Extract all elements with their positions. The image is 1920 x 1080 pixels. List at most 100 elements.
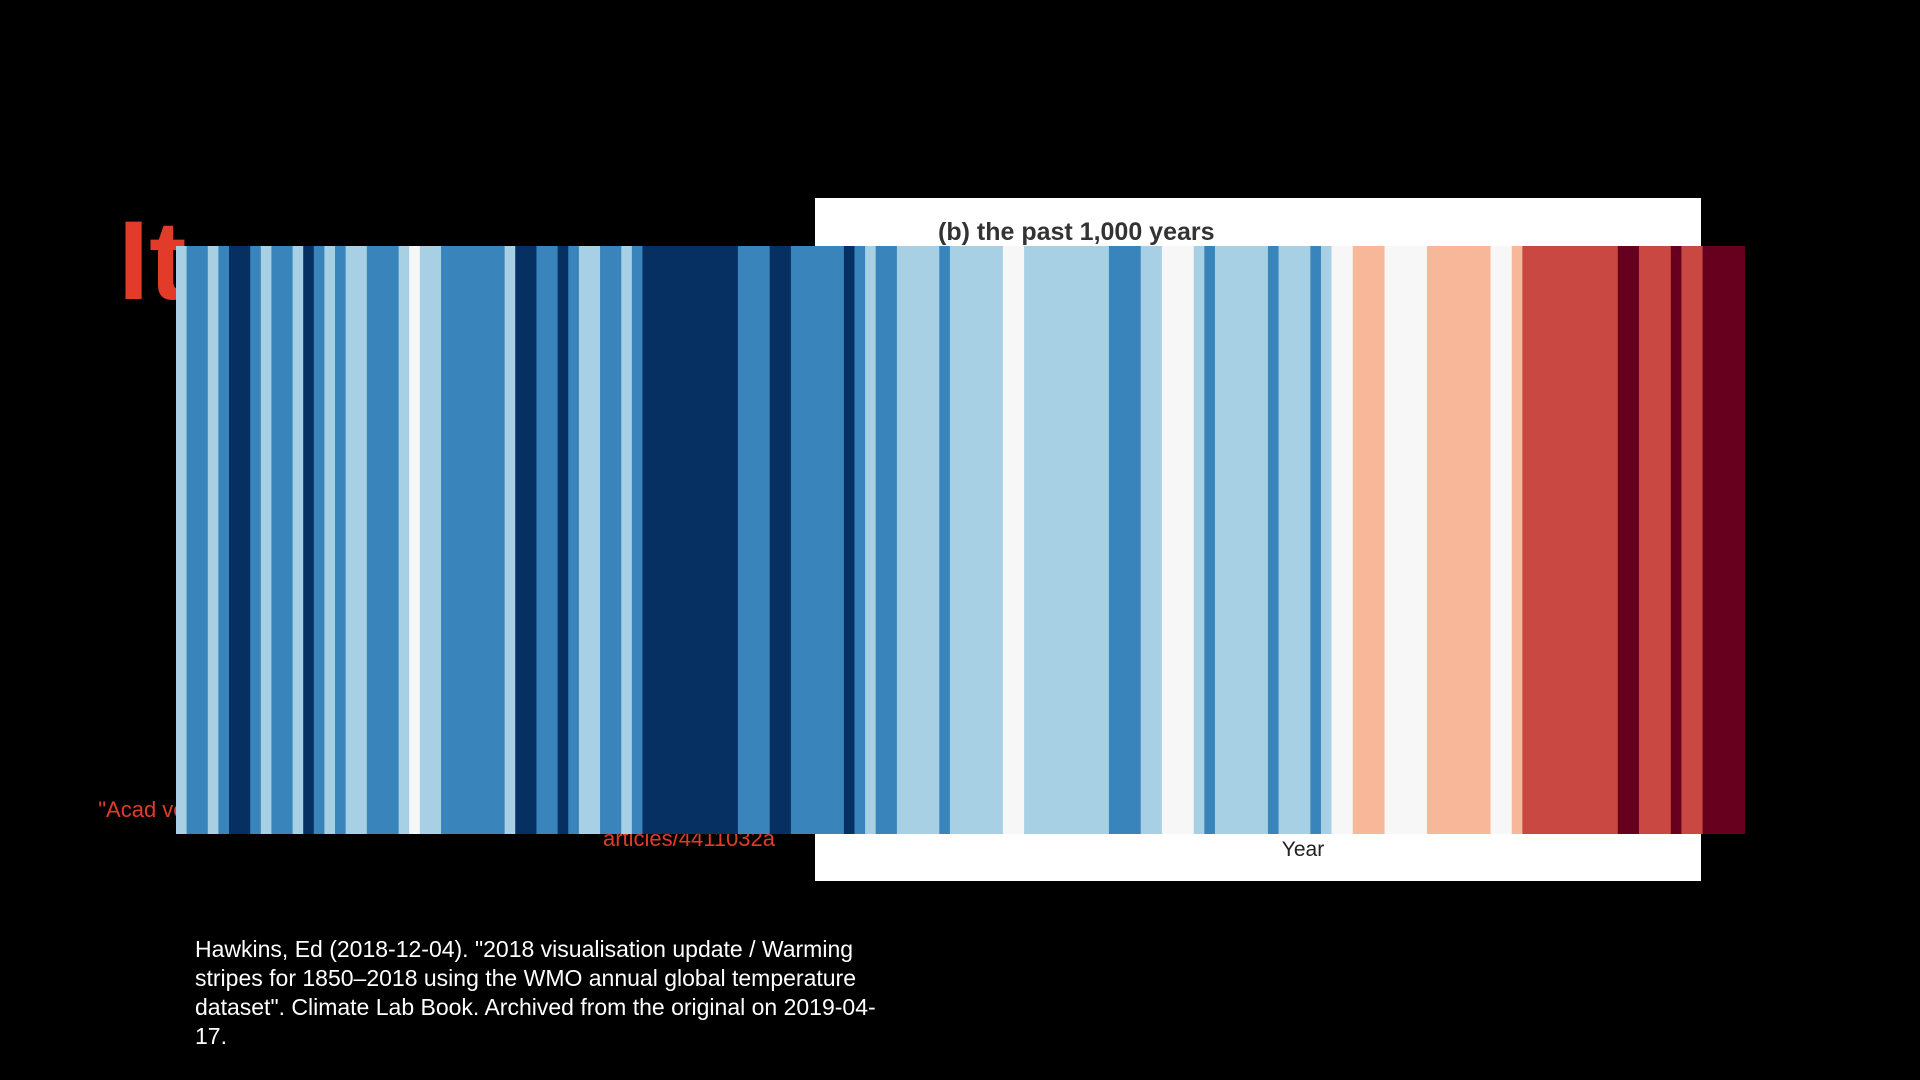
stripe [557,246,569,834]
stripe [1713,246,1725,834]
stripe [1532,246,1545,834]
stripe [430,246,442,834]
stripe [1373,246,1386,834]
stripe [812,246,824,834]
stripe [1723,246,1735,834]
stripe [1511,246,1523,834]
stripe [419,246,432,834]
slide-headline: It [118,198,187,323]
stripe [1596,246,1608,834]
stripe [1289,246,1301,834]
stripe [1119,246,1131,834]
chart-title: (b) the past 1,000 years [938,218,1215,246]
stripe [896,246,909,834]
stripe [525,246,538,834]
stripe [292,246,304,834]
stripe [1013,246,1025,834]
stripe [547,246,559,834]
stripe [1691,246,1704,834]
stripe [1214,246,1227,834]
stripe [1151,246,1163,834]
stripe [218,246,230,834]
stripe [1034,246,1046,834]
stripe [451,246,463,834]
stripe [1670,246,1682,834]
source-citation: Hawkins, Ed (2018-12-04). "2018 visualis… [195,936,876,1049]
stripe [1087,246,1099,834]
stripe [1257,246,1269,834]
stripe [600,246,612,834]
stripe [313,246,326,834]
stripe [1564,246,1576,834]
stripe [1543,246,1555,834]
stripe [727,246,739,834]
stripe [653,246,665,834]
stripe [918,246,930,834]
stripe [1002,246,1015,834]
stripe [1426,246,1439,834]
stripe [377,246,389,834]
stripe [1130,246,1142,834]
stripe [610,246,622,834]
stripe [1267,246,1280,834]
stripe [663,246,675,834]
stripe [472,246,485,834]
stripe [1448,246,1460,834]
stripe [271,246,283,834]
stripe [239,246,251,834]
stripe [1501,246,1513,834]
stripe [207,246,220,834]
stripe [992,246,1004,834]
stripe [1246,246,1258,834]
stripe [1649,246,1661,834]
stripe [366,246,379,834]
stripe [1395,246,1407,834]
stripe [822,246,834,834]
stripe [1161,246,1174,834]
stripe [1172,246,1184,834]
stripe [1320,246,1333,834]
stripe [589,246,601,834]
stripe [769,246,781,834]
stripe [462,246,474,834]
stripe [1628,246,1640,834]
stripe [1702,246,1714,834]
stripe [1183,246,1195,834]
stripe [515,246,527,834]
stripe [1045,246,1057,834]
stripe [1363,246,1375,834]
stripe [928,246,940,834]
stripe [1681,246,1693,834]
stripe [1278,246,1290,834]
stripe [1458,246,1470,834]
stripe [1405,246,1417,834]
stripe [1734,246,1745,834]
stripe [1617,246,1629,834]
stripe [1331,246,1343,834]
stripe [578,246,591,834]
stripe [186,246,198,834]
stripe [1108,246,1121,834]
stripe [854,246,866,834]
stripe [1660,246,1672,834]
stripe [335,246,347,834]
stripe [260,246,273,834]
stripe [790,246,803,834]
stripe [971,246,983,834]
stripe [748,246,760,834]
stripe [865,246,877,834]
stripe [716,246,728,834]
stripe [1024,246,1036,834]
stripe [684,246,697,834]
stripe [1479,246,1492,834]
stripe [1437,246,1449,834]
stripe [250,246,262,834]
stripe [1342,246,1354,834]
stripe [1352,246,1364,834]
stripe [1098,246,1110,834]
stripe [642,246,654,834]
stripe [568,246,580,834]
stripe [1310,246,1322,834]
stripe [1225,246,1237,834]
stripe [759,246,771,834]
